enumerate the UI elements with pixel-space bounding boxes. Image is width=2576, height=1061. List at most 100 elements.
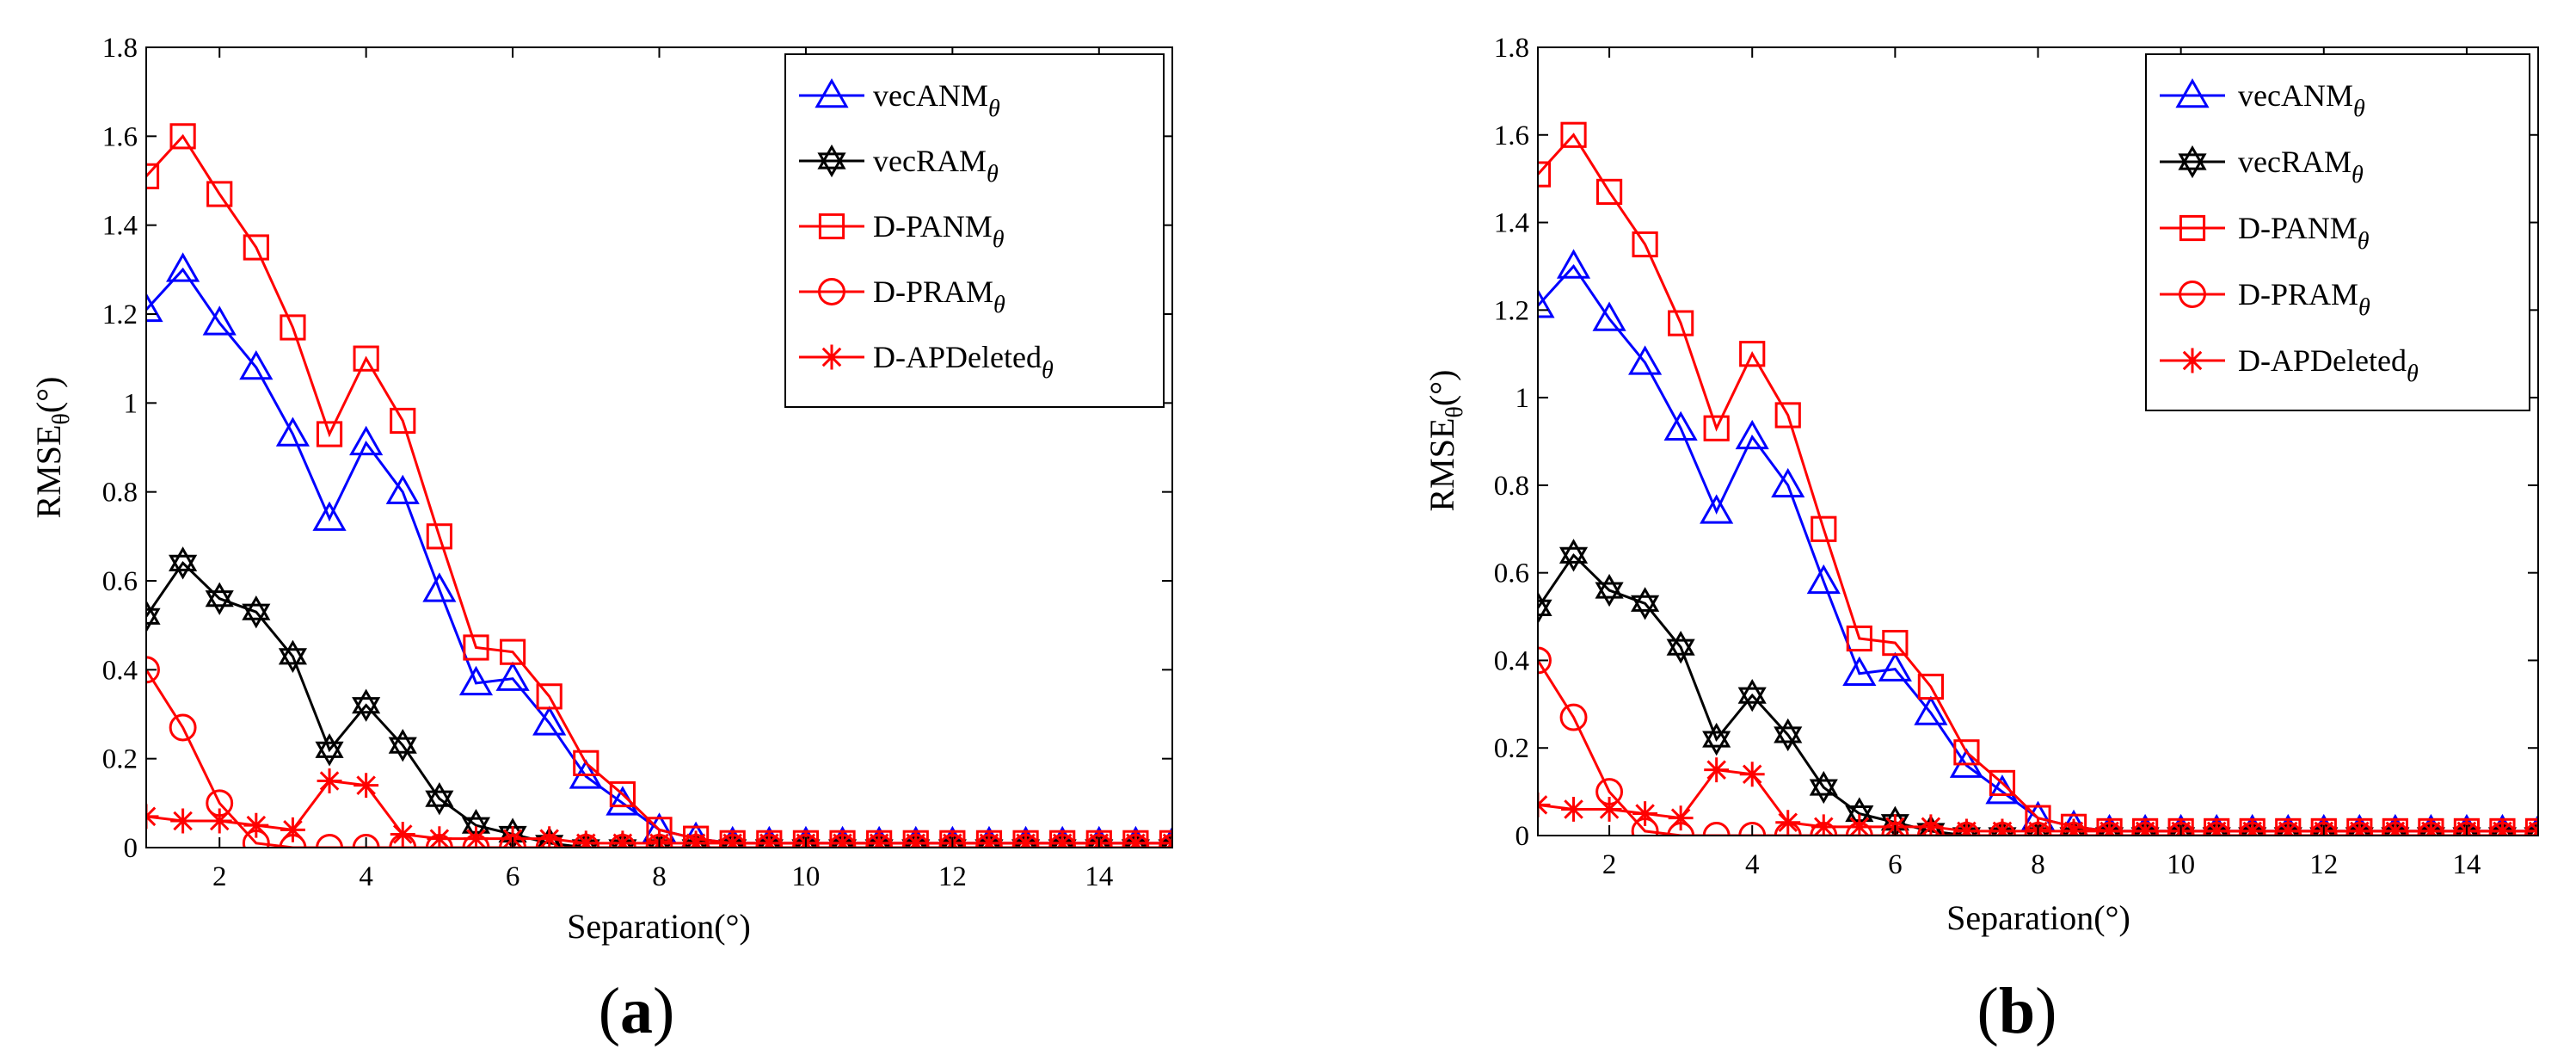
legend-marker-d-panm-b [2179,214,2206,242]
legend-entry-vecanm-a: vecANMθ [799,77,1000,122]
legend-entry-vecram-b: vecRAMθ [2160,145,2364,188]
marker-vecanm-a-6 [349,425,384,456]
marker-vecram-b-2 [1595,573,1624,608]
legend-label-vecanm-b: vecANMθ [2238,78,2365,122]
legend-label-d-pram-a: D-PRAMθ [873,275,1005,318]
marker-d-apdeleted-b-9 [1847,814,1872,836]
legend-marker-vecram-a [817,144,846,178]
marker-vecram-b-1 [1559,539,1589,572]
marker-d-apdeleted-a-23 [976,830,1002,848]
y-tick-label-b-5: 1 [1515,383,1530,414]
marker-vecram-b-5 [1702,722,1731,756]
marker-vecanm-a-11 [532,706,567,736]
legend-marker-vecram-b [2178,145,2207,179]
marker-d-panm-a-7 [390,407,416,435]
marker-d-apdeleted-a-6 [354,773,379,799]
marker-vecram-b-3 [1631,587,1660,620]
marker-vecram-a-5 [315,733,344,767]
legend-marker-d-pram-b [2179,281,2206,308]
y-tick-label-b-2: 0.4 [1494,645,1529,676]
y-axis-label-tail-a: (°) [29,377,68,414]
y-tick-label-a-5: 1 [124,388,138,419]
marker-d-apdeleted-a-19 [830,830,855,848]
marker-d-panm-a-13 [609,780,636,808]
marker-vecram-a-3 [242,595,271,629]
marker-d-panm-a-6 [353,345,379,372]
x-tick-label-b-0: 2 [1602,849,1617,880]
series-line-vecram-a [146,561,1172,848]
marker-d-panm-a-11 [536,683,563,710]
marker-vecanm-a-8 [422,572,457,602]
marker-d-panm-b-13 [1989,769,2016,797]
marker-vecram-b-6 [1737,679,1767,712]
marker-vecanm-b-0 [1538,288,1555,318]
marker-d-panm-b-8 [1811,515,1837,542]
legend-label-vecanm-a: vecANMθ [873,78,1000,122]
marker-d-apdeleted-a-13 [610,830,636,848]
marker-d-apdeleted-b-8 [1811,814,1836,836]
marker-d-apdeleted-b-5 [1704,757,1730,783]
y-tick-label-a-1: 0.2 [102,744,138,775]
x-tick-label-b-6: 14 [2452,849,2481,880]
y-tick-label-a-9: 1.8 [102,33,138,64]
y-tick-label-a-4: 0.8 [102,478,138,509]
x-tick-label-a-0: 2 [212,861,227,892]
legend-entry-d-pram-b: D-PRAMθ [2160,277,2370,321]
y-tick-label-b-7: 1.4 [1494,208,1529,239]
legend-entry-d-panm-b: D-PANMθ [2160,211,2370,255]
legend-label-d-apdeleted-b: D-APDeletedθ [2238,343,2419,387]
marker-d-panm-a-5 [316,421,343,447]
y-axis-label-b: RMSEθ(°) [1423,370,1468,512]
legend-box-a [784,53,1165,408]
x-axis-label-a: Separation(°) [567,907,751,946]
marker-d-apdeleted-a-1 [170,808,196,834]
series-line-vecram-b [1538,552,2538,836]
y-axis-label-a: RMSEθ(°) [29,377,75,519]
marker-d-apdeleted-a-20 [866,830,892,848]
marker-d-apdeleted-b-2 [1596,797,1622,822]
ticks-b: 0 0.2 0.4 0.6 0.8 1 1.2 1.4 1.6 1.8 2 4 6 8 10 12 14 [1494,33,2538,880]
marker-d-panm-b-1 [1560,121,1587,148]
marker-d-panm-a-1 [169,123,196,150]
x-tick-label-b-1: 4 [1745,849,1760,880]
marker-vecram-b-7 [1774,718,1803,752]
marker-vecanm-a-9 [458,665,494,696]
marker-d-apdeleted-a-11 [537,826,563,848]
marker-vecanm-b-3 [1628,345,1663,375]
marker-d-panm-a-4 [280,314,306,341]
marker-d-apdeleted-a-4 [280,817,305,842]
marker-vecanm-a-5 [312,501,347,531]
marker-vecanm-a-0 [146,292,163,323]
marker-d-apdeleted-a-9 [464,826,489,848]
marker-d-apdeleted-b-27 [2490,818,2515,836]
marker-d-apdeleted-a-21 [903,830,929,848]
x-tick-label-a-5: 12 [938,861,967,892]
legend-marker-d-apdeleted-a [819,344,845,370]
marker-d-apdeleted-a-8 [427,826,452,848]
series-d-apdeleted-a [146,768,1172,848]
marker-d-apdeleted-b-20 [2240,818,2266,836]
y-tick-label-b-9: 1.8 [1494,33,1529,64]
legend-marker-d-panm-a [818,213,845,240]
marker-d-apdeleted-a-27 [1122,830,1148,848]
legend-marker-d-pram-a [818,278,845,305]
y-tick-label-a-6: 1.2 [102,299,138,330]
marker-d-panm-a-9 [463,634,489,661]
marker-d-apdeleted-b-11 [1918,814,1944,836]
x-tick-label-b-4: 10 [2167,849,2195,880]
marker-vecanm-b-7 [1771,467,1805,498]
marker-vecram-a-0 [146,600,161,633]
marker-d-apdeleted-b-6 [1739,762,1765,787]
marker-vecanm-b-11 [1914,695,1948,725]
legend-entry-vecanm-b: vecANMθ [2160,77,2365,122]
legend-entries-b: vecANMθ vecRAMθ D-PANMθ D-PRAMθ D-APDeletedθ [2160,77,2419,387]
marker-d-panm-a-3 [243,234,269,261]
marker-d-apdeleted-a-16 [720,830,746,848]
marker-d-panm-b-12 [1953,739,1980,766]
marker-d-apdeleted-b-15 [2061,818,2087,836]
marker-d-apdeleted-b-25 [2418,818,2444,836]
legend-entry-d-apdeleted-b: D-APDeletedθ [2160,343,2419,387]
marker-d-panm-a-2 [206,181,233,207]
marker-d-apdeleted-b-13 [1989,818,2015,836]
marker-vecanm-a-4 [275,416,310,447]
